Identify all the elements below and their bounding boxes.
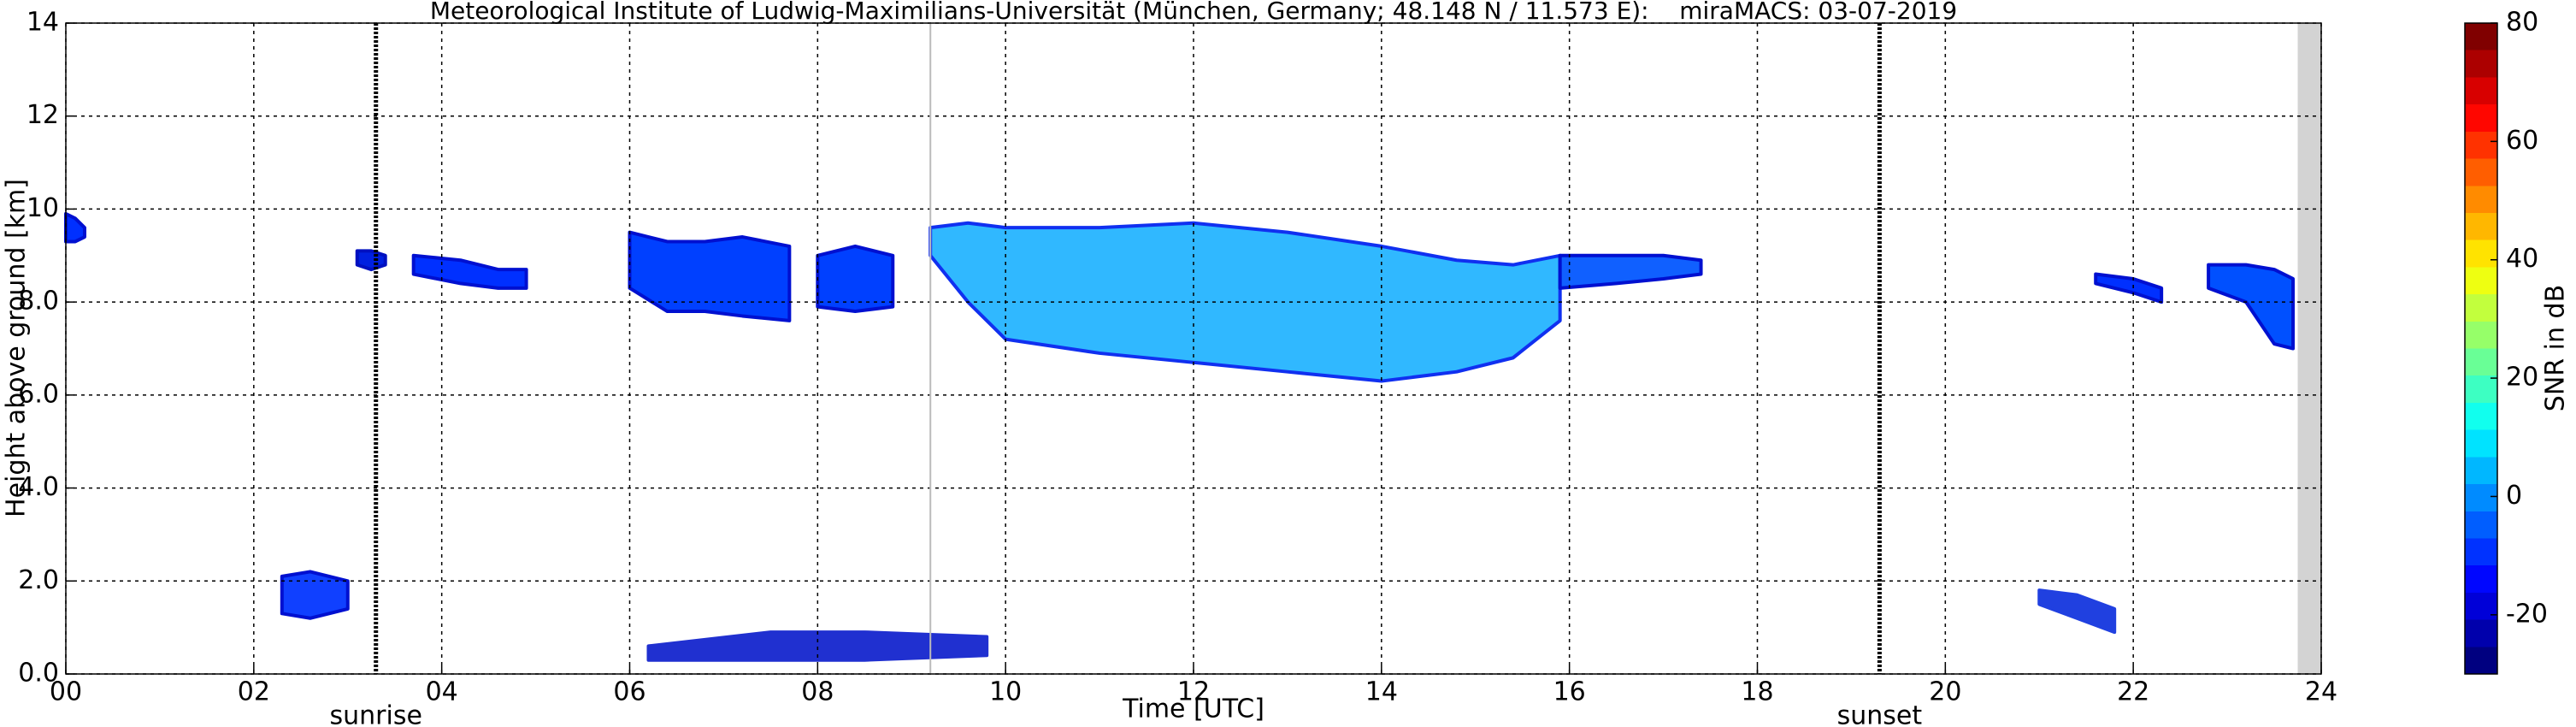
radar-echo bbox=[280, 570, 350, 620]
y-tick-label: 2.0 bbox=[18, 565, 59, 595]
colorbar-tick-label: 0 bbox=[2506, 481, 2522, 511]
radar-echo bbox=[64, 211, 86, 244]
radar-echo bbox=[1558, 253, 1703, 290]
colorbar-tick-label: 80 bbox=[2506, 8, 2538, 38]
colorbar-tick-label: 40 bbox=[2506, 244, 2538, 274]
radar-echo bbox=[816, 244, 895, 314]
colorbar-tick-label: 60 bbox=[2506, 126, 2538, 156]
y-tick-label: 14 bbox=[27, 8, 59, 38]
x-tick-label: 04 bbox=[426, 677, 458, 707]
x-tick-label: 16 bbox=[1553, 677, 1586, 707]
x-tick-label: 18 bbox=[1741, 677, 1773, 707]
shaded-region bbox=[2297, 23, 2321, 674]
x-tick-label: 20 bbox=[1929, 677, 1961, 707]
sun-event-label: sunrise bbox=[330, 701, 422, 727]
chart-title: Meteorological Institute of Ludwig-Maxim… bbox=[430, 0, 1957, 25]
colorbar-label: SNR in dB bbox=[2541, 285, 2571, 411]
x-tick-label: 08 bbox=[801, 677, 834, 707]
radar-echo bbox=[355, 249, 387, 272]
y-axis-label: Height above ground [km] bbox=[2, 179, 32, 517]
radar-echo bbox=[628, 230, 792, 322]
x-tick-label: 02 bbox=[238, 677, 270, 707]
x-tick-label: 22 bbox=[2117, 677, 2149, 707]
y-tick-label: 8.0 bbox=[18, 287, 59, 316]
x-tick-label: 24 bbox=[2305, 677, 2337, 707]
radar-echo bbox=[646, 630, 989, 662]
plot-frame bbox=[65, 22, 2322, 675]
y-tick-label: 4.0 bbox=[18, 472, 59, 502]
y-tick-label: 12 bbox=[27, 100, 59, 130]
y-tick-label: 6.0 bbox=[18, 379, 59, 409]
y-tick-label: 10 bbox=[27, 193, 59, 223]
y-tick-label: 0.0 bbox=[18, 659, 59, 689]
sun-event-label: sunset bbox=[1837, 701, 1923, 727]
x-tick-label: 12 bbox=[1177, 677, 1210, 707]
colorbar bbox=[2464, 22, 2498, 675]
x-tick-label: 06 bbox=[613, 677, 645, 707]
radar-echo bbox=[411, 253, 528, 290]
x-tick-label: 10 bbox=[989, 677, 1022, 707]
x-tick-label: 00 bbox=[50, 677, 82, 707]
colorbar-tick-label: -20 bbox=[2506, 599, 2548, 629]
x-tick-label: 14 bbox=[1365, 677, 1398, 707]
x-axis-label: Time [UTC] bbox=[1122, 694, 1264, 724]
colorbar-tick-label: 20 bbox=[2506, 363, 2538, 393]
radar-echo bbox=[2037, 588, 2117, 635]
radar-echo bbox=[2207, 263, 2296, 351]
radar-echo bbox=[2094, 272, 2164, 304]
